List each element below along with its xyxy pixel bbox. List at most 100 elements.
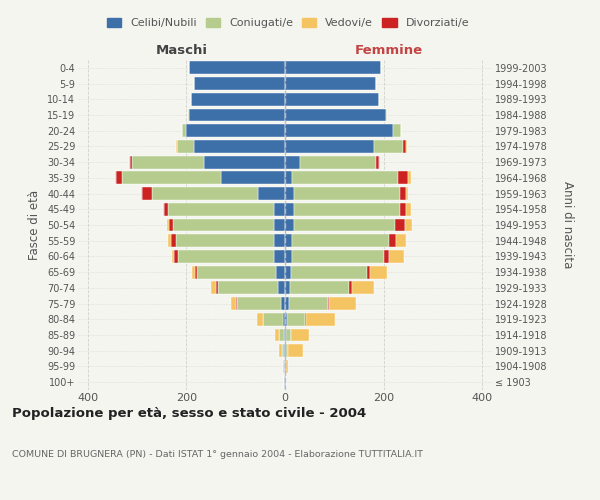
Bar [285,93,379,106]
Bar [329,297,356,310]
Bar [286,344,289,357]
Bar [328,297,329,310]
Bar [164,203,168,215]
Bar [285,77,376,90]
Bar [167,218,169,232]
Bar [283,313,285,326]
Bar [188,108,189,122]
Bar [221,172,285,184]
Bar [278,328,284,342]
Bar [168,234,170,247]
Bar [349,282,352,294]
Bar [406,187,408,200]
Bar [274,250,285,263]
Bar [406,203,410,215]
Bar [178,250,274,263]
Bar [285,218,294,232]
Bar [400,187,406,200]
Bar [281,344,284,357]
Bar [285,140,374,153]
Bar [276,266,285,278]
Bar [193,266,195,278]
Bar [203,156,285,168]
Bar [285,328,286,342]
Bar [389,250,404,263]
Bar [285,344,286,357]
Bar [284,328,285,342]
Bar [285,313,287,326]
Bar [283,360,284,373]
Bar [174,250,178,263]
Bar [176,234,274,247]
Bar [194,77,285,90]
Bar [405,218,412,232]
Bar [132,156,203,168]
Bar [285,250,292,263]
Bar [182,124,187,137]
Bar [168,203,274,215]
Bar [279,344,281,357]
Bar [115,172,116,184]
Bar [292,250,383,263]
Bar [383,250,389,263]
Text: Femmine: Femmine [355,44,422,57]
Bar [396,234,406,247]
Bar [163,203,164,215]
Bar [142,187,152,200]
Bar [257,313,263,326]
Bar [400,203,406,215]
Bar [172,250,174,263]
Bar [170,234,176,247]
Bar [284,344,285,357]
Bar [379,156,380,168]
Bar [176,140,194,153]
Bar [211,282,216,294]
Bar [130,156,132,168]
Text: Maschi: Maschi [155,44,208,57]
Bar [386,108,387,122]
Bar [284,376,285,388]
Bar [195,266,197,278]
Bar [237,297,281,310]
Bar [281,297,285,310]
Bar [294,187,400,200]
Bar [274,203,285,215]
Bar [189,62,285,74]
Bar [187,124,285,137]
Bar [292,172,398,184]
Bar [305,313,306,326]
Bar [194,140,285,153]
Bar [191,93,285,106]
Bar [274,234,285,247]
Bar [285,376,286,388]
Y-axis label: Fasce di età: Fasce di età [28,190,41,260]
Bar [292,328,308,342]
Bar [394,124,401,137]
Bar [278,282,285,294]
Bar [197,266,276,278]
Bar [189,108,285,122]
Bar [122,172,221,184]
Bar [306,313,335,326]
Bar [275,328,278,342]
Bar [216,282,218,294]
Bar [398,172,408,184]
Bar [263,313,283,326]
Text: Popolazione per età, sesso e stato civile - 2004: Popolazione per età, sesso e stato civil… [12,408,366,420]
Bar [403,140,406,153]
Bar [389,234,396,247]
Bar [395,218,405,232]
Bar [258,187,285,200]
Bar [116,172,122,184]
Bar [285,360,286,373]
Bar [289,344,303,357]
Bar [300,156,376,168]
Bar [287,313,305,326]
Bar [286,328,292,342]
Bar [352,282,374,294]
Bar [285,282,290,294]
Bar [141,187,142,200]
Bar [285,266,291,278]
Bar [285,62,381,74]
Bar [152,187,258,200]
